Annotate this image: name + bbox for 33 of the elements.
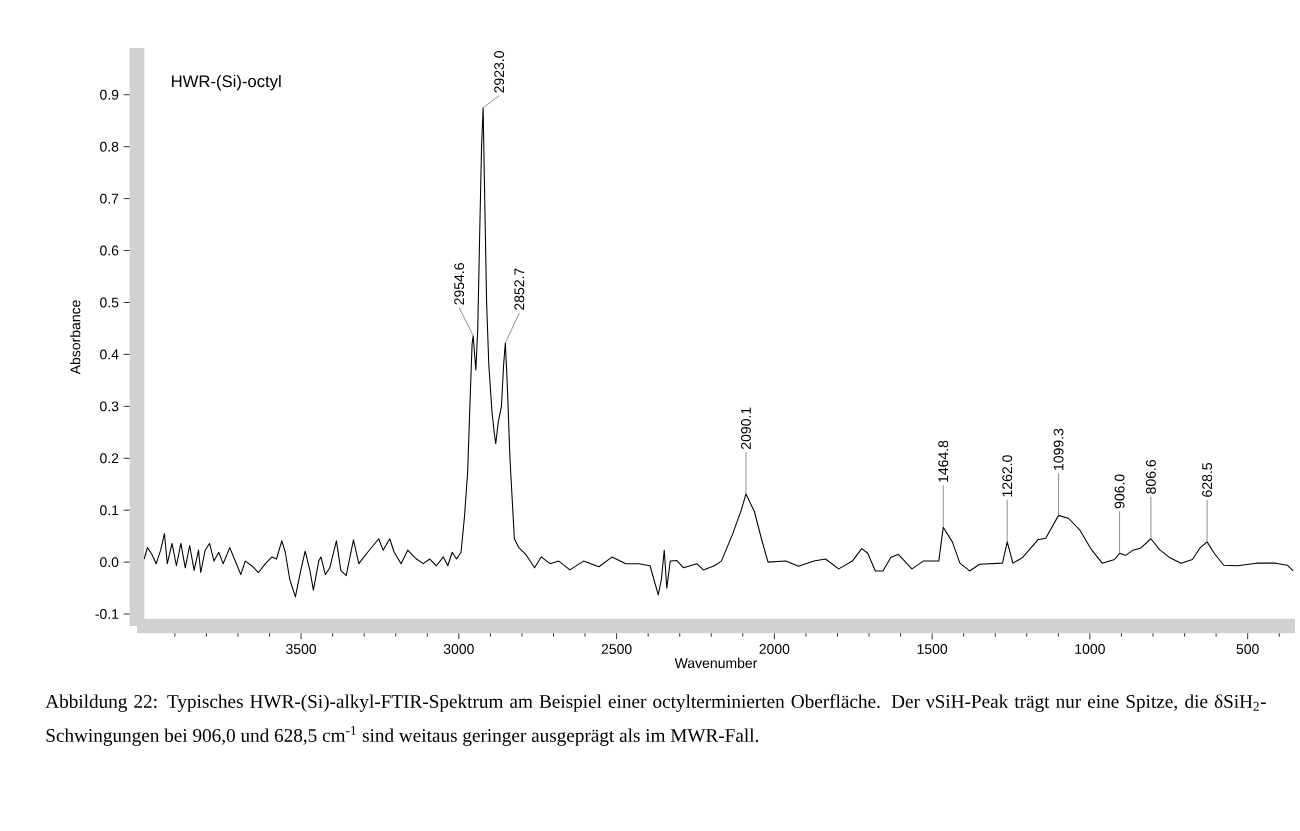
y-tick-label: 0.3 <box>100 401 119 412</box>
annotation: 1262.0 <box>1002 455 1013 497</box>
annotation: 2090.1 <box>740 407 751 449</box>
annotation: 2954.6 <box>454 263 465 305</box>
x-tick-label: 3500 <box>286 644 317 654</box>
y-tick-label: 0.0 <box>100 557 119 568</box>
y-tick-label: 0.8 <box>100 141 119 152</box>
x-axis-title: Wavenumber <box>674 657 758 669</box>
line-series <box>143 107 1294 598</box>
y-tick-label: 0.9 <box>100 89 119 100</box>
text: HWR-(Si)-octyl <box>172 74 281 91</box>
text: Abbildung 22: Typisches HWR-(Si)-alkyl-FTIR-Spektrum am Beispiel einer octylterminierten Oberfläche. Der νSiH-Peak trägt nur eine Spitze, die δSiH$_{2}$-Schwingungen bei 906,0 und 628,5 cm$^{-1}$ sind weitaus geringer ausgeprägt als im MWR-Fall. <box>45 694 1266 746</box>
y-tick-label: -0.1 <box>95 609 119 620</box>
x-tick-label: 2500 <box>601 644 632 654</box>
annotation: 628.5 <box>1202 463 1213 497</box>
y-tick-label: 0.6 <box>100 245 119 256</box>
annotation: 1464.8 <box>938 440 949 482</box>
y-tick-label: 0.1 <box>100 505 119 516</box>
annotation: 2923.0 <box>494 51 505 93</box>
annotation: 2852.7 <box>514 268 525 310</box>
y-tick-label: 0.2 <box>100 453 119 464</box>
x-tick-label: 500 <box>1236 644 1259 654</box>
x-tick-label: 3000 <box>443 644 474 654</box>
y-tick-label: 0.4 <box>100 349 119 360</box>
annotation: 806.6 <box>1145 459 1156 494</box>
x-tick-label: 2000 <box>759 644 790 654</box>
x-tick-label: 1500 <box>917 644 948 654</box>
x-tick-label: 1000 <box>1075 644 1105 654</box>
annotation: 906.0 <box>1114 474 1125 509</box>
annotation: 1099.3 <box>1053 428 1064 470</box>
y-tick-label: 0.5 <box>100 297 119 308</box>
y-axis-title: Absorbance <box>70 300 81 375</box>
y-tick-label: 0.7 <box>100 193 119 204</box>
